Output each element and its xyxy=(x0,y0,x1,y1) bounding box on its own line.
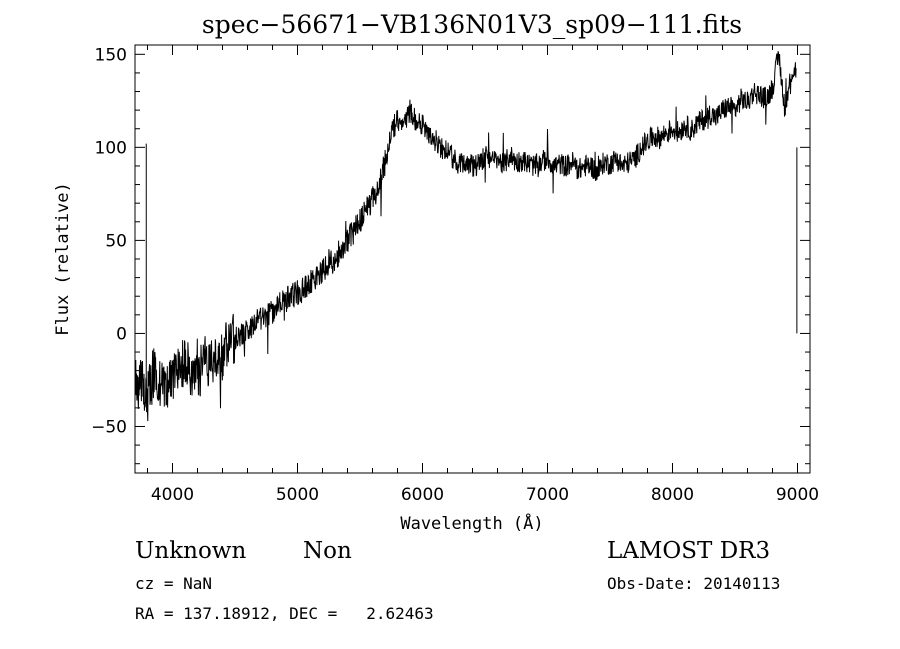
x-tick-label: 5000 xyxy=(276,485,319,505)
chart-title: spec−56671−VB136N01V3_sp09−111.fits xyxy=(202,10,742,39)
survey-name: LAMOST DR3 xyxy=(607,538,771,564)
x-tick-label: 9000 xyxy=(776,485,819,505)
spectrum-series xyxy=(134,51,798,422)
x-tick-label: 8000 xyxy=(651,485,694,505)
observation-date: Obs-Date: 20140113 xyxy=(607,574,781,593)
y-tick-label: 0 xyxy=(116,324,127,344)
x-axis-tick-labels: 4000 5000 6000 7000 8000 9000 xyxy=(151,485,819,505)
spectrum-line xyxy=(134,51,797,422)
x-axis-label: Wavelength (Å) xyxy=(400,512,543,534)
redshift-value: cz = NaN xyxy=(135,574,213,593)
x-tick-label: 4000 xyxy=(151,485,194,505)
y-tick-label: 50 xyxy=(105,231,127,251)
coordinates: RA = 137.18912, DEC = 2.62463 xyxy=(135,604,434,623)
x-tick-label: 6000 xyxy=(401,485,444,505)
y-axis-label: Flux (relative) xyxy=(53,182,73,336)
object-class: Unknown xyxy=(135,538,247,564)
y-tick-label: −50 xyxy=(91,417,127,437)
object-subclass: Non xyxy=(303,538,352,564)
y-tick-label: 150 xyxy=(95,45,127,65)
y-tick-label: 100 xyxy=(95,138,127,158)
y-axis-tick-labels: −50 0 50 100 150 xyxy=(91,45,127,437)
x-tick-label: 7000 xyxy=(526,485,569,505)
plot-frame xyxy=(134,44,811,474)
x-axis-ticks xyxy=(147,45,798,473)
